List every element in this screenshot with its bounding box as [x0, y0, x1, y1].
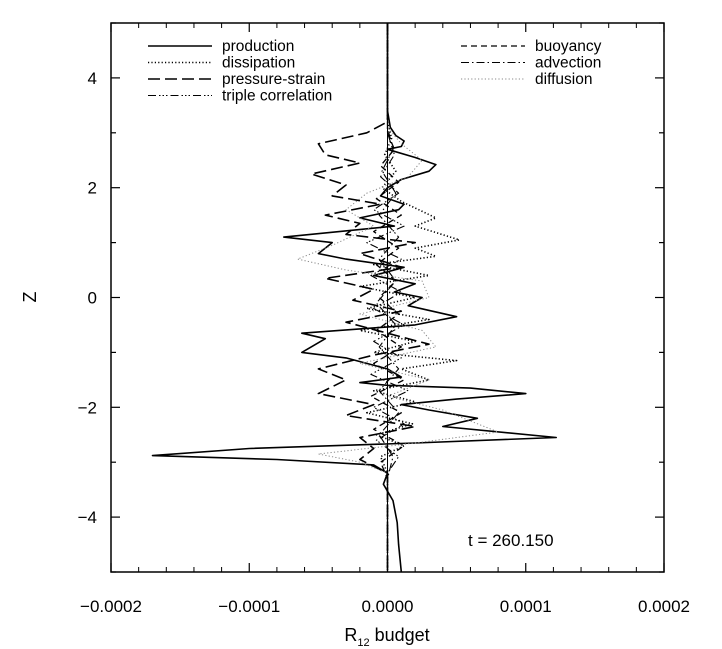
- legend-label: advection: [535, 55, 601, 72]
- series-buoyancy: [370, 23, 405, 572]
- x-axis-ticks: −0.0002 −0.0001 0.0000 0.0001 0.0002: [80, 23, 690, 616]
- series-triple-correlation: [366, 23, 409, 572]
- x-axis-label-subscript: 12: [357, 637, 369, 649]
- y-tick-label: 0: [88, 289, 97, 308]
- x-axis-label-rest: budget: [370, 625, 430, 645]
- legend-label: production: [222, 38, 294, 55]
- x-tick-label: 0.0002: [638, 597, 690, 616]
- x-tick-label: 0.0001: [500, 597, 552, 616]
- legend-label: pressure-strain: [222, 71, 325, 88]
- x-axis-label: R12 budget: [344, 625, 429, 649]
- y-axis-label: Z: [20, 292, 40, 303]
- x-tick-label: −0.0001: [218, 597, 280, 616]
- legend-label: dissipation: [222, 55, 295, 72]
- x-axis-label-main: R: [344, 625, 357, 645]
- legend-label: triple correlation: [222, 88, 332, 105]
- series-layer: [151, 23, 557, 572]
- series-production: [151, 23, 557, 572]
- y-tick-label: −2: [78, 398, 97, 417]
- series-advection: [375, 23, 400, 572]
- legend-label: buoyancy: [535, 38, 602, 55]
- legend: productiondissipationpressure-straintrip…: [148, 38, 602, 105]
- series-diffusion: [297, 23, 499, 572]
- x-tick-label: 0.0000: [362, 597, 414, 616]
- x-tick-label: −0.0002: [80, 597, 142, 616]
- time-annotation: t = 260.150: [468, 531, 554, 550]
- series-dissipation: [359, 23, 461, 572]
- y-tick-label: 2: [88, 179, 97, 198]
- y-tick-label: 4: [88, 69, 97, 88]
- y-tick-label: −4: [78, 508, 97, 527]
- legend-label: diffusion: [535, 71, 592, 88]
- y-axis-ticks: −4 −2 0 2 4: [78, 22, 664, 573]
- series-pressure-strain: [310, 23, 430, 572]
